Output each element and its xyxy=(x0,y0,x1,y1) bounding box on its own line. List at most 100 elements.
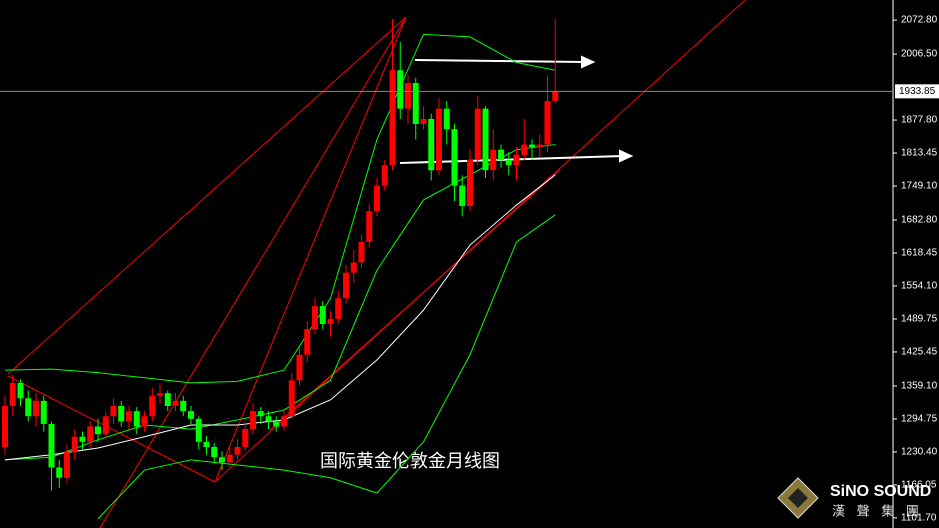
candle-body xyxy=(226,454,233,463)
candle-body xyxy=(157,393,163,396)
candle-body xyxy=(2,405,8,448)
candle-body xyxy=(33,400,39,417)
logo: SiNO SOUND 漢 聲 集 團 xyxy=(777,477,931,519)
candle-body xyxy=(529,144,535,148)
y-tick-label: 1230.40 xyxy=(901,447,938,458)
candle-body xyxy=(521,144,528,155)
candle-body xyxy=(319,306,326,324)
indicator-line xyxy=(97,214,556,520)
y-tick-label: 1682.80 xyxy=(901,215,938,226)
arrow-head xyxy=(581,55,596,69)
candle-body xyxy=(420,118,427,125)
trend-line xyxy=(99,16,407,528)
candle-body xyxy=(172,400,179,406)
candle-body xyxy=(64,452,70,478)
candle-body xyxy=(474,108,481,160)
y-tick-label: 1359.10 xyxy=(901,381,938,392)
candle-body xyxy=(234,447,241,455)
candle-body xyxy=(366,211,373,242)
candle-body xyxy=(436,108,442,171)
candle-body xyxy=(71,436,78,453)
y-tick-label: 2006.50 xyxy=(901,49,938,60)
logo-icon xyxy=(788,488,808,508)
candle-body xyxy=(40,400,47,424)
candle-body xyxy=(110,405,117,417)
y-tick-label: 2072.80 xyxy=(901,15,938,26)
candle-body xyxy=(288,380,295,417)
candle-body xyxy=(219,457,225,463)
arrows xyxy=(399,55,634,164)
drawing-tools xyxy=(7,0,746,528)
candle-body xyxy=(257,411,264,417)
logo-name: SiNO SOUND xyxy=(830,483,931,500)
y-tick-label: 1618.45 xyxy=(901,248,938,259)
candle-body xyxy=(327,318,334,324)
candle-body xyxy=(412,83,419,125)
arrow-head xyxy=(619,149,634,163)
candle-body xyxy=(358,241,365,263)
candle-body xyxy=(118,405,125,422)
candle-body xyxy=(505,159,512,166)
y-tick-label: 1425.45 xyxy=(901,347,938,358)
candle-body xyxy=(405,83,411,109)
candle-body xyxy=(343,272,349,299)
trend-line xyxy=(214,0,746,483)
candle-body xyxy=(164,393,171,406)
candle-body xyxy=(374,185,380,212)
candle-body xyxy=(467,159,473,207)
trend-line xyxy=(7,375,216,483)
y-tick-label: 1166.05 xyxy=(901,480,937,491)
candle-body xyxy=(397,70,404,109)
chart-title: 国际黄金伦敦金月线图 xyxy=(320,451,500,471)
candle-body xyxy=(459,185,466,207)
candle-body xyxy=(544,100,551,145)
candle-body xyxy=(350,262,357,273)
candle-body xyxy=(490,149,497,171)
candle-body xyxy=(56,467,63,478)
candle-body xyxy=(95,426,101,435)
candle-body xyxy=(102,416,109,435)
trend-line xyxy=(269,169,561,431)
y-tick-label: 1877.80 xyxy=(901,115,938,126)
candle-body xyxy=(312,306,318,330)
candle-body xyxy=(389,70,396,166)
candle-body xyxy=(17,382,24,399)
candle-body xyxy=(443,108,450,130)
candle-body xyxy=(9,382,16,406)
logo-sub: 漢 聲 集 團 xyxy=(832,503,923,518)
candle-body xyxy=(211,447,218,458)
candle-body xyxy=(281,416,287,427)
candle-body xyxy=(87,426,94,442)
candle-body xyxy=(304,329,311,355)
candle-body xyxy=(188,411,194,419)
y-tick-label: 1749.10 xyxy=(901,181,938,192)
price-label-bg xyxy=(895,84,939,99)
price-label: 1933.85 xyxy=(899,86,936,97)
candle-body xyxy=(149,395,156,417)
trend-line xyxy=(7,16,407,375)
candle-body xyxy=(296,354,303,381)
candle-body xyxy=(536,144,543,148)
candle-body xyxy=(195,418,202,442)
y-tick-label: 1813.45 xyxy=(901,148,938,159)
candle-body xyxy=(79,436,86,442)
trend-line xyxy=(214,16,407,483)
candle-body xyxy=(498,149,504,160)
indicator-line xyxy=(4,33,556,384)
candle-body xyxy=(451,129,458,186)
arrow xyxy=(414,59,585,63)
candle-body xyxy=(25,398,32,417)
y-tick-label: 1294.75 xyxy=(901,414,938,425)
candle-body xyxy=(428,118,435,171)
candle-body xyxy=(133,411,140,427)
candle-body xyxy=(482,108,489,171)
candle-body xyxy=(265,416,272,422)
candle-body xyxy=(273,421,280,427)
candle-body xyxy=(552,91,559,101)
candle-body xyxy=(335,298,342,319)
candle-body xyxy=(126,411,132,422)
candle-body xyxy=(203,441,210,448)
candle-body xyxy=(242,429,249,448)
candle-body xyxy=(180,400,187,412)
